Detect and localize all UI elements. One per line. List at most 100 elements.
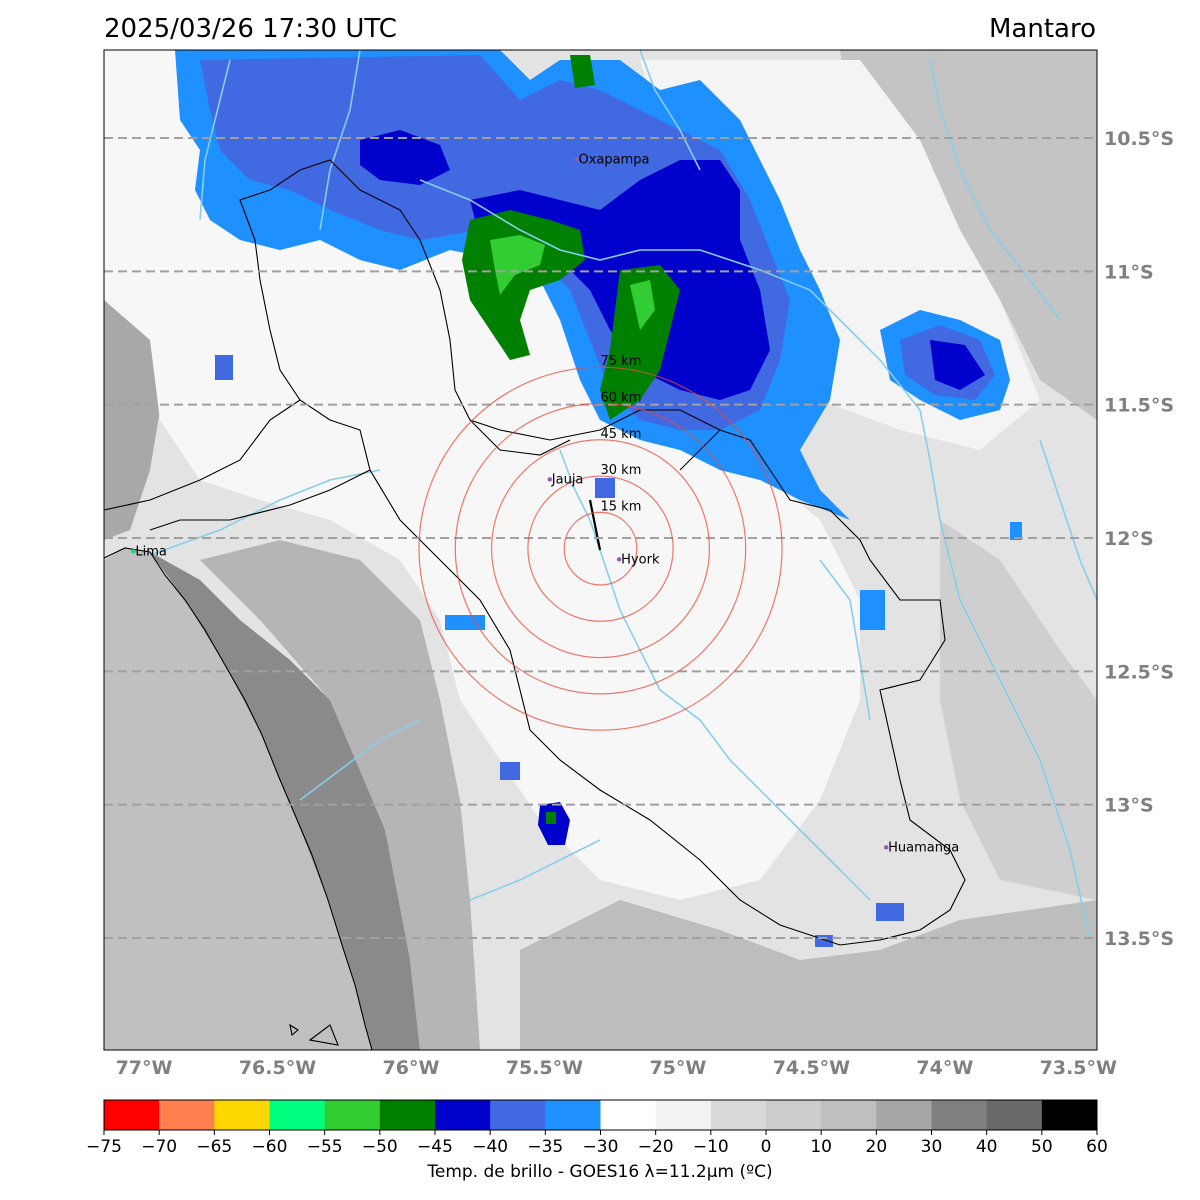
lat-tick-label: 13°S <box>1104 795 1154 817</box>
colorbar-tick-label: −75 <box>86 1137 122 1157</box>
range-ring <box>418 366 783 731</box>
lat-tick-label: 11°S <box>1104 261 1154 283</box>
cloud-core-west <box>360 130 450 185</box>
lat-tick-label: 11.5°S <box>1104 395 1174 417</box>
lat-tick-label: 12.5°S <box>1104 661 1174 683</box>
colorbar-swatch <box>435 1100 491 1130</box>
isolated-cell-center <box>445 615 485 630</box>
lon-tick-label: 74.5°W <box>773 1057 850 1079</box>
lon-tick-label: 74°W <box>916 1057 973 1079</box>
range-ring-label: 45 km <box>601 427 642 442</box>
colorbar-tick-label: 30 <box>921 1137 943 1157</box>
lat-tick-label: 12°S <box>1104 528 1154 550</box>
city-dot <box>574 157 579 162</box>
lon-tick-label: 73.5°W <box>1040 1057 1117 1079</box>
map-frame <box>103 49 1098 1051</box>
cloud-core-green-north <box>570 55 595 88</box>
latitude-gridlines <box>104 137 1097 939</box>
colorbar-tick-label: 10 <box>810 1137 832 1157</box>
isolated-cell-south-east <box>815 935 833 947</box>
latitude-labels: 10.5°S 11°S 11.5°S 12°S 12.5°S 13°S 13.5°S <box>1104 128 1174 950</box>
colorbar-tick-label: −40 <box>472 1137 508 1157</box>
colorbar-tick-label: −55 <box>307 1137 343 1157</box>
colorbar-swatch <box>214 1100 270 1130</box>
colorbar-tick-label: −10 <box>693 1137 729 1157</box>
lon-tick-label: 75.5°W <box>506 1057 583 1079</box>
light-cloud-area <box>104 50 860 900</box>
colorbar-label: Temp. de brillo - GOES16 λ=11.2μm (ºC) <box>427 1162 773 1182</box>
city-dot <box>131 549 136 554</box>
colorbar-swatch <box>655 1100 712 1130</box>
city-label: Lima <box>135 544 166 559</box>
city-dot <box>883 845 889 850</box>
cloud-core-green-south <box>600 265 680 420</box>
lon-tick-label: 76.5°W <box>239 1057 316 1079</box>
basin-boundary <box>104 159 966 1050</box>
lon-tick-label: 76°W <box>383 1057 440 1079</box>
colorbar-tick-label: −60 <box>252 1137 288 1157</box>
cloud-peak-lime-south <box>630 280 655 330</box>
colorbar-swatch <box>876 1100 932 1130</box>
colorbar-tick-label: 20 <box>866 1137 888 1157</box>
colorbar-tick-label: −30 <box>583 1137 619 1157</box>
cloud-peak-lime <box>490 235 545 295</box>
longitude-labels: 77°W 76.5°W 76°W 75.5°W 75°W 74.5°W 74°W 73.5°W <box>116 1057 1117 1079</box>
lat-tick-label: 10.5°S <box>1104 128 1174 150</box>
colorbar-tick-label: 50 <box>1031 1137 1053 1157</box>
city-dot <box>547 477 552 482</box>
range-ring-label: 30 km <box>601 463 642 478</box>
colorbar-tick-label: −20 <box>638 1137 674 1157</box>
colorbar-swatch <box>766 1100 822 1130</box>
lon-tick-label: 77°W <box>116 1057 173 1079</box>
city-label: Jauja <box>551 472 584 487</box>
colorbar-tick-label: −35 <box>527 1137 563 1157</box>
isolated-cell-green <box>546 812 556 824</box>
isolated-cell-west <box>215 355 233 380</box>
range-rings: 15 km 30 km 45 km 60 km 75 km <box>418 354 783 731</box>
colorbar-swatch <box>545 1100 601 1130</box>
colorbar-tick-label: −70 <box>141 1137 177 1157</box>
ocean-area <box>104 548 372 1050</box>
cloud-core-east <box>930 340 985 390</box>
colorbar-swatch <box>600 1100 657 1130</box>
colorbar-swatch <box>159 1100 215 1130</box>
colorbar-swatch <box>104 1100 160 1130</box>
colorbar: −75 −70 −65 −60 −55 −50 −45 −40 −35 −30 −20 −10 0 10 2… <box>86 1099 1108 1157</box>
colorbar-swatch <box>931 1100 988 1130</box>
range-ring-label: 75 km <box>601 354 642 369</box>
city-label: Oxapampa <box>578 152 649 167</box>
range-ring <box>454 402 747 695</box>
lat-tick-label: 13.5°S <box>1104 928 1174 950</box>
isolated-cell-south <box>500 762 520 780</box>
colorbar-swatch <box>324 1100 381 1130</box>
colorbar-swatch <box>1041 1100 1098 1130</box>
colorbar-swatch <box>379 1100 436 1130</box>
city-markers: Oxapampa Jauja Hyork Lima Huamanga <box>131 152 959 855</box>
coastal-band <box>150 552 420 1050</box>
range-ring <box>563 511 638 586</box>
city-dot <box>616 557 622 562</box>
colorbar-tick-label: 0 <box>761 1137 772 1157</box>
map-layers: 15 km 30 km 45 km 60 km 75 km Oxapampa Jauja H… <box>104 50 1097 1050</box>
isolated-cell-jauja <box>595 478 615 498</box>
isolated-cell-far-east <box>1010 522 1022 540</box>
colorbar-tick-label: −45 <box>417 1137 453 1157</box>
city-label: Hyork <box>621 552 660 567</box>
region-title: Mantaro <box>989 14 1096 44</box>
colorbar-tick-label: 40 <box>976 1137 998 1157</box>
isolated-cell-southeast <box>876 903 904 921</box>
isolated-cell-east <box>860 590 885 630</box>
colorbar-tick-label: −50 <box>362 1137 398 1157</box>
range-ring <box>491 439 711 659</box>
western-slope <box>200 540 480 1050</box>
colorbar-tick-label: 60 <box>1086 1137 1108 1157</box>
colorbar-swatch <box>269 1100 326 1130</box>
colorbar-tick-label: −65 <box>196 1137 232 1157</box>
datetime-title: 2025/03/26 17:30 UTC <box>104 14 397 44</box>
colorbar-swatch <box>490 1100 546 1130</box>
colorbar-swatch <box>986 1100 1043 1130</box>
range-ring-label: 60 km <box>601 390 642 405</box>
city-label: Huamanga <box>888 840 959 855</box>
colorbar-swatch <box>710 1100 767 1130</box>
